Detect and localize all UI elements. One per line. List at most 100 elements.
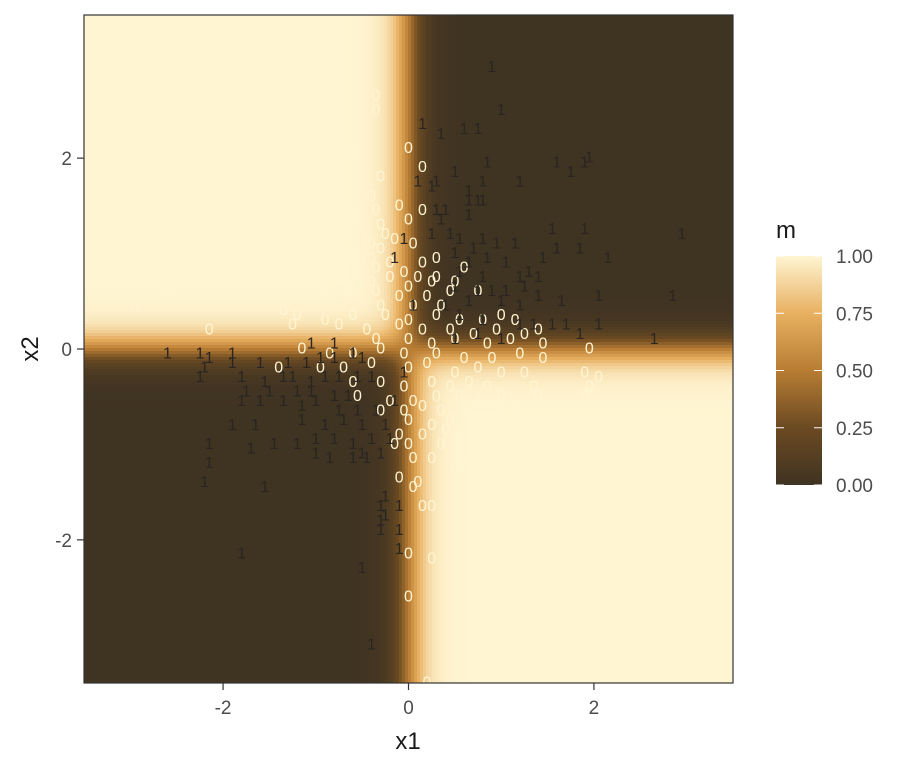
point-label-0: 0 xyxy=(219,274,228,291)
point-label-0: 0 xyxy=(432,345,441,362)
point-label-0: 0 xyxy=(344,226,353,243)
point-label-0: 0 xyxy=(418,321,427,338)
point-label-1: 1 xyxy=(474,283,483,300)
x-tick-label: -2 xyxy=(215,698,232,719)
point-label-0: 0 xyxy=(464,374,473,391)
point-label-1: 1 xyxy=(520,279,529,296)
point-label-1: 1 xyxy=(478,193,487,210)
point-label-0: 0 xyxy=(501,436,510,453)
point-label-1: 1 xyxy=(515,298,524,315)
point-label-0: 0 xyxy=(404,412,413,429)
point-label-1: 1 xyxy=(511,236,520,253)
y-tick-label: -2 xyxy=(55,531,72,552)
point-label-1: 1 xyxy=(474,326,483,343)
point-label-0: 0 xyxy=(404,546,413,563)
x-axis: -2 0 2 xyxy=(215,683,600,719)
point-label-0: 0 xyxy=(534,388,543,405)
point-label-1: 1 xyxy=(293,436,302,453)
point-label-1: 1 xyxy=(566,164,575,181)
y-axis: -202 xyxy=(55,149,84,552)
point-label-1: 1 xyxy=(353,369,362,386)
point-label-0: 0 xyxy=(427,550,436,567)
point-label-1: 1 xyxy=(497,102,506,119)
point-label-1: 1 xyxy=(358,560,367,577)
point-label-1: 1 xyxy=(256,355,265,372)
colorbar-tick-label: 0.50 xyxy=(836,362,873,383)
point-label-0: 0 xyxy=(506,331,515,348)
point-label-1: 1 xyxy=(548,317,557,334)
point-label-1: 1 xyxy=(330,431,339,448)
point-label-1: 1 xyxy=(163,345,172,362)
point-label-1: 1 xyxy=(395,498,404,515)
point-label-0: 0 xyxy=(474,360,483,377)
point-label-1: 1 xyxy=(446,226,455,243)
point-label-1: 1 xyxy=(534,288,543,305)
point-label-1: 1 xyxy=(307,336,316,353)
point-label-1: 1 xyxy=(538,250,547,267)
point-label-0: 0 xyxy=(501,484,510,501)
point-label-0: 0 xyxy=(288,274,297,291)
point-label-1: 1 xyxy=(311,446,320,463)
point-label-1: 1 xyxy=(562,317,571,334)
point-label-0: 0 xyxy=(548,446,557,463)
point-label-1: 1 xyxy=(580,221,589,238)
point-label-1: 1 xyxy=(265,383,274,400)
point-label-0: 0 xyxy=(437,436,446,453)
point-label-1: 1 xyxy=(205,455,214,472)
point-label-1: 1 xyxy=(339,412,348,429)
point-label-1: 1 xyxy=(386,431,395,448)
point-label-1: 1 xyxy=(200,474,209,491)
y-tick-label: 2 xyxy=(61,149,72,170)
point-label-0: 0 xyxy=(395,317,404,334)
heatmap-background xyxy=(84,15,736,685)
point-label-1: 1 xyxy=(205,436,214,453)
point-label-1: 1 xyxy=(594,288,603,305)
point-label-0: 0 xyxy=(594,369,603,386)
point-label-1: 1 xyxy=(251,417,260,434)
point-label-0: 0 xyxy=(427,417,436,434)
point-label-0: 0 xyxy=(617,531,626,548)
point-label-0: 0 xyxy=(487,474,496,491)
x-axis-title: x1 xyxy=(395,728,420,755)
point-label-1: 1 xyxy=(260,479,269,496)
point-label-0: 0 xyxy=(460,350,469,367)
point-label-1: 1 xyxy=(464,293,473,310)
point-label-0: 0 xyxy=(538,422,547,439)
point-label-0: 0 xyxy=(464,455,473,472)
colorbar-legend: m 1.000.750.500.250.00 xyxy=(776,217,873,497)
point-label-0: 0 xyxy=(311,274,320,291)
point-label-0: 0 xyxy=(348,145,357,162)
point-label-0: 0 xyxy=(297,264,306,281)
point-label-0: 0 xyxy=(284,197,293,214)
point-label-1: 1 xyxy=(460,121,469,138)
y-axis-title: x2 xyxy=(17,336,44,361)
point-label-0: 0 xyxy=(487,350,496,367)
point-label-1: 1 xyxy=(256,393,265,410)
point-label-1: 1 xyxy=(367,369,376,386)
point-label-0: 0 xyxy=(520,531,529,548)
point-label-0: 0 xyxy=(381,307,390,324)
point-label-1: 1 xyxy=(246,441,255,458)
point-label-1: 1 xyxy=(409,298,418,315)
point-label-1: 1 xyxy=(464,207,473,224)
colorbar-tick-label: 1.00 xyxy=(836,247,873,268)
point-label-1: 1 xyxy=(450,279,459,296)
point-label-0: 0 xyxy=(293,116,302,133)
point-label-0: 0 xyxy=(376,374,385,391)
point-label-0: 0 xyxy=(135,140,144,157)
point-label-1: 1 xyxy=(478,174,487,191)
point-label-1: 1 xyxy=(576,326,585,343)
point-label-0: 0 xyxy=(279,226,288,243)
point-label-0: 0 xyxy=(233,231,242,248)
point-label-0: 0 xyxy=(376,169,385,186)
point-label-0: 0 xyxy=(321,283,330,300)
point-label-0: 0 xyxy=(330,269,339,286)
point-label-0: 0 xyxy=(418,398,427,415)
point-label-0: 0 xyxy=(450,460,459,477)
point-label-0: 0 xyxy=(293,188,302,205)
point-label-1: 1 xyxy=(321,369,330,386)
point-label-0: 0 xyxy=(418,498,427,515)
point-label-1: 1 xyxy=(487,59,496,76)
point-label-0: 0 xyxy=(525,460,534,477)
point-label-0: 0 xyxy=(460,398,469,415)
